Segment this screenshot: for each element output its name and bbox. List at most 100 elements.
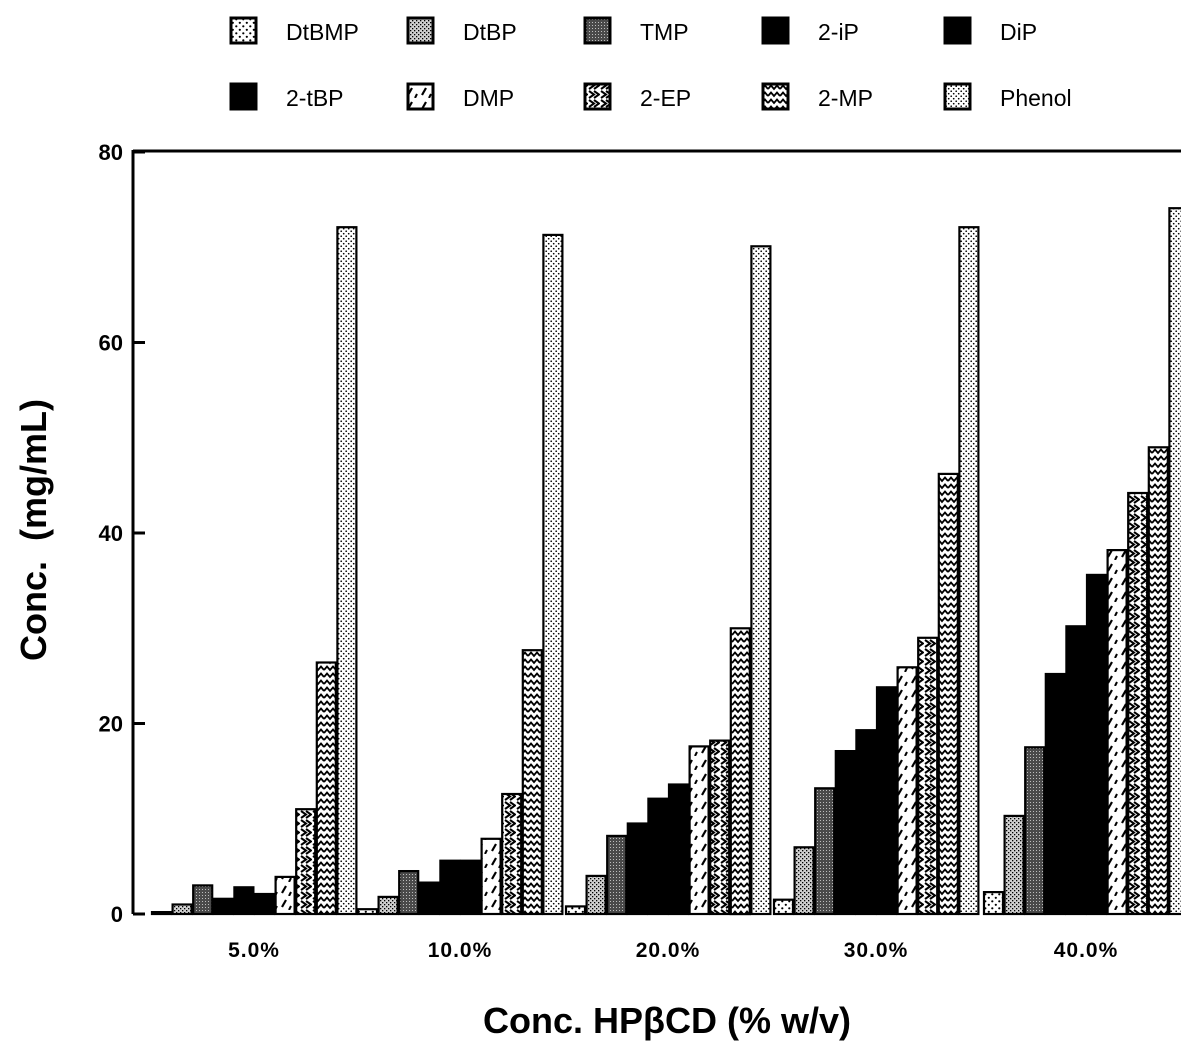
- bar-2-mp: [315, 661, 337, 916]
- bar-dtbmp: [772, 898, 795, 916]
- legend-swatch: [761, 16, 790, 45]
- bar-2-ip: [626, 822, 648, 916]
- legend-label: DtBMP: [286, 19, 359, 45]
- bar-2-ep: [917, 636, 939, 916]
- bar-dmp: [480, 837, 502, 916]
- bar-dmp: [1106, 548, 1128, 916]
- legend-label: Phenol: [1000, 85, 1072, 111]
- y-axis-title: Conc. (mg/mL): [13, 399, 54, 661]
- legend-swatch: [229, 16, 258, 45]
- bar-group: [772, 226, 980, 916]
- bar-phenol: [1168, 207, 1181, 916]
- bar-2-tbp: [1085, 573, 1108, 916]
- bar-tmp: [1024, 746, 1046, 916]
- y-tick-label: 20: [99, 712, 123, 737]
- legend-item: 2-EP: [583, 82, 691, 111]
- x-tick-label: 40.0%: [1054, 939, 1119, 962]
- legend-label: 2-MP: [818, 85, 873, 111]
- bar-dtbmp: [150, 910, 173, 916]
- bar-dmp: [688, 745, 710, 916]
- y-tick-label: 60: [99, 331, 123, 356]
- bar-dtbp: [585, 874, 607, 916]
- x-axis-title: Conc. HPβCD (% w/v): [483, 1000, 851, 1041]
- bar-dtbmp: [564, 905, 587, 916]
- bar-2-ip: [212, 897, 234, 916]
- bar-dip: [647, 797, 669, 916]
- legend-label: DiP: [1000, 19, 1037, 45]
- legend-item: TMP: [583, 16, 689, 45]
- legend-item: 2-MP: [761, 82, 873, 111]
- legend-item: 2-tBP: [229, 82, 344, 111]
- legend-label: DMP: [463, 85, 514, 111]
- bar-group: [150, 226, 358, 916]
- bar-dmp: [274, 875, 296, 916]
- bar-2-mp: [1147, 446, 1169, 916]
- legend-label: 2-iP: [818, 19, 859, 45]
- bar-tmp: [814, 787, 836, 916]
- legend-swatch: [583, 82, 612, 111]
- legend-swatch: [583, 16, 612, 45]
- legend-item: DtBP: [406, 16, 517, 45]
- bar-2-ep: [501, 792, 523, 916]
- chart-legend: DtBMP DtBP TMP 2-iP DiP 2-tBP DMP 2-EP 2-MP Pheno…: [229, 16, 1072, 111]
- bar-dip: [439, 859, 461, 916]
- bar-phenol: [336, 226, 358, 916]
- legend-swatch: [761, 82, 790, 111]
- legend-swatch: [229, 82, 258, 111]
- legend-label: 2-EP: [640, 85, 691, 111]
- legend-label: 2-tBP: [286, 85, 344, 111]
- bar-2-ep: [709, 739, 731, 916]
- bar-dtbmp: [982, 890, 1005, 916]
- legend-item: DtBMP: [229, 16, 359, 45]
- legend-item: 2-iP: [761, 16, 859, 45]
- y-tick-label: 80: [99, 140, 123, 165]
- legend-swatch: [943, 82, 972, 111]
- bar-2-mp: [729, 627, 751, 916]
- y-tick-label: 40: [99, 521, 123, 546]
- bar-tmp: [606, 834, 628, 916]
- bar-phenol: [958, 226, 980, 916]
- x-tick-label: 10.0%: [428, 939, 493, 962]
- legend-label: DtBP: [463, 19, 517, 45]
- bar-2-mp: [937, 472, 959, 916]
- legend-swatch: [943, 16, 972, 45]
- x-tick-labels: 5.0% 10.0% 20.0% 30.0% 40.0%: [228, 939, 1119, 962]
- bar-2-ip: [418, 881, 440, 916]
- bar-dtbp: [171, 903, 193, 916]
- bar-2-tbp: [875, 686, 898, 916]
- y-tick-label: 0: [111, 902, 123, 927]
- bar-2-tbp: [253, 892, 276, 916]
- bar-2-ep: [1127, 491, 1149, 916]
- bar-dtbmp: [356, 908, 379, 916]
- legend-swatch: [406, 82, 435, 111]
- legend-swatch: [406, 16, 435, 45]
- bar-2-ep: [295, 808, 317, 916]
- plot-area: 0 20 40 60 80 5.0% 10.0% 20.0% 30.0% 40.0%: [99, 140, 1181, 962]
- bar-dip: [1065, 625, 1087, 916]
- bar-tmp: [192, 884, 214, 916]
- bar-dip: [233, 886, 255, 916]
- x-tick-label: 20.0%: [636, 939, 701, 962]
- x-tick-label: 5.0%: [228, 939, 280, 962]
- bar-dmp: [896, 666, 918, 916]
- bar-dtbp: [793, 846, 815, 916]
- bar-phenol: [750, 245, 772, 916]
- bar-dtbp: [1003, 814, 1025, 916]
- y-ticks: 0 20 40 60 80: [99, 140, 145, 927]
- x-tick-label: 30.0%: [844, 939, 909, 962]
- bar-group: [356, 233, 564, 916]
- bar-group: [982, 207, 1181, 916]
- bar-dtbp: [377, 895, 399, 916]
- bar-2-ip: [834, 749, 856, 916]
- bar-2-tbp: [459, 859, 482, 916]
- bar-dip: [855, 729, 877, 916]
- legend-item: DMP: [406, 82, 514, 111]
- legend-item: DiP: [943, 16, 1037, 45]
- bar-2-tbp: [667, 783, 690, 916]
- legend-item: Phenol: [943, 82, 1072, 111]
- bar-phenol: [542, 233, 564, 916]
- bar-groups: [150, 207, 1181, 916]
- bar-group: [564, 245, 772, 916]
- bar-2-mp: [521, 649, 543, 916]
